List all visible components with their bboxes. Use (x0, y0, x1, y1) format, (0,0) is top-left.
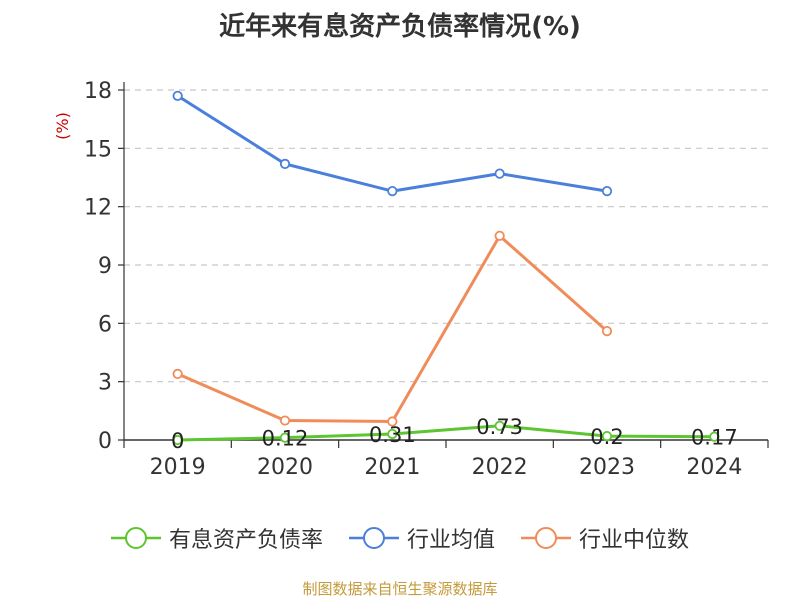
legend-line-circle-icon (521, 527, 571, 549)
x-tick-label: 2023 (579, 455, 635, 480)
data-point (387, 428, 398, 440)
data-point (279, 158, 291, 169)
y-tick-label: 3 (98, 371, 112, 396)
data-point (387, 416, 398, 427)
series-line (177, 424, 715, 442)
data-point (172, 90, 183, 101)
y-tick-label: 15 (84, 137, 112, 162)
series-line (177, 234, 608, 424)
x-tick-label: 2020 (257, 455, 313, 480)
data-point (494, 420, 505, 431)
data-label: 0.2 (590, 425, 623, 449)
data-point (279, 432, 291, 443)
data-label: 0.12 (262, 427, 309, 451)
data-point (601, 326, 613, 337)
y-tick-label: 0 (98, 429, 112, 454)
y-tick-label: 6 (98, 312, 112, 337)
data-point (172, 434, 183, 446)
source-note: 制图数据来自恒生聚源数据库 (302, 580, 498, 598)
data-point (709, 431, 720, 442)
legend: 有息资产负债率 行业均值 行业中位数 (0, 518, 800, 558)
axes: 0 3 6 9 12 15 18 2019 2020 2021 2022 2023 2024 (84, 79, 769, 480)
grid-lines (124, 89, 768, 383)
y-tick-label: 18 (84, 79, 112, 104)
x-tick-label: 2021 (364, 455, 420, 480)
data-label: 0.17 (691, 426, 738, 450)
data-point (172, 368, 183, 379)
chart-title: 近年来有息资产负债率情况(%) (219, 12, 581, 42)
legend-line-circle-icon (110, 527, 161, 549)
data-point (601, 431, 613, 442)
data-point (494, 168, 505, 179)
legend-label: 有息资产负债率 (168, 528, 323, 553)
x-tick-label: 2024 (686, 455, 742, 480)
legend-item[interactable]: 有息资产负债率 (110, 522, 323, 554)
y-axis-label: (%) (53, 112, 72, 140)
x-tick-label: 2022 (472, 455, 528, 480)
data-point (494, 230, 505, 241)
series-line (176, 94, 608, 193)
legend-item[interactable]: 行业均值 (348, 522, 495, 554)
y-tick-label: 12 (84, 196, 112, 221)
y-tick-label: 9 (98, 254, 112, 279)
legend-label: 行业中位数 (579, 528, 690, 553)
data-point (601, 186, 613, 197)
legend-label: 行业均值 (406, 528, 495, 553)
legend-item[interactable]: 行业中位数 (521, 522, 689, 554)
series-lines (172, 90, 720, 446)
x-tick-label: 2019 (150, 455, 206, 480)
data-label: 0 (171, 429, 184, 453)
data-label: 0.31 (369, 423, 416, 447)
data-label: 0.73 (476, 415, 523, 439)
legend-line-circle-icon (348, 527, 399, 549)
data-labels: 0 0.12 0.31 0.73 0.2 0.17 (171, 415, 738, 453)
data-point (279, 415, 291, 426)
data-point (387, 186, 398, 197)
